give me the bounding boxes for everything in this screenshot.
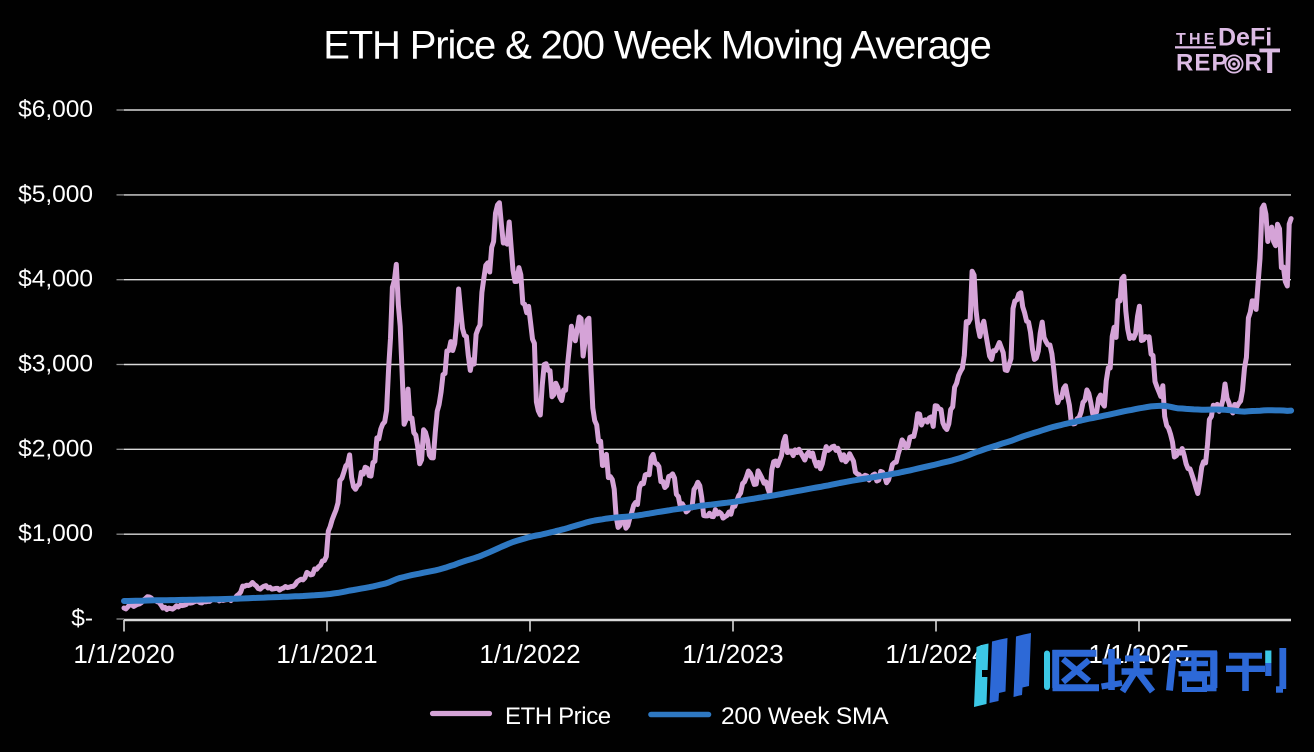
svg-text:1/1/2022: 1/1/2022 (479, 639, 580, 669)
svg-text:ETH Price: ETH Price (505, 703, 611, 730)
svg-text:THE: THE (1176, 31, 1218, 48)
svg-text:1/1/2020: 1/1/2020 (73, 639, 174, 669)
svg-text:$4,000: $4,000 (18, 266, 93, 293)
svg-text:T: T (1259, 42, 1280, 81)
svg-text:200 Week SMA: 200 Week SMA (721, 703, 889, 730)
svg-text:$1,000: $1,000 (18, 520, 93, 547)
svg-text:$5,000: $5,000 (18, 181, 93, 208)
svg-text:$-: $- (71, 605, 93, 632)
svg-text:$3,000: $3,000 (18, 351, 93, 378)
svg-text:R: R (1245, 50, 1262, 77)
svg-text:$2,000: $2,000 (18, 435, 93, 462)
svg-text:$6,000: $6,000 (18, 96, 93, 123)
svg-text:1/1/2024: 1/1/2024 (885, 639, 986, 669)
svg-text:DeFi: DeFi (1218, 24, 1272, 52)
svg-text:1/1/2021: 1/1/2021 (276, 639, 377, 669)
svg-text:REP: REP (1176, 50, 1229, 77)
svg-text:1/1/2023: 1/1/2023 (682, 639, 783, 669)
svg-text:ETH Price & 200 Week Moving Av: ETH Price & 200 Week Moving Average (323, 24, 991, 68)
